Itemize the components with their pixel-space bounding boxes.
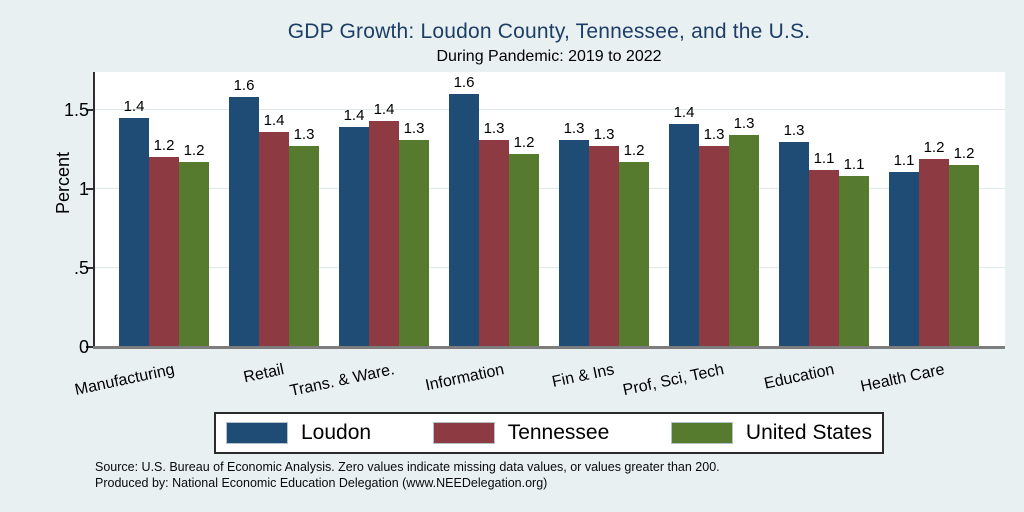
x-axis-label-fin-ins: Fin & Ins	[550, 361, 616, 391]
bar-united-states: 1.2	[509, 135, 539, 347]
legend-item-loudon: Loudon	[226, 421, 371, 445]
bar-loudon: 1.4	[119, 99, 149, 347]
bar-value-label: 1.3	[703, 126, 725, 144]
bar-united-states: 1.1	[839, 157, 869, 347]
y-axis-tick-label: 1	[78, 178, 89, 199]
x-axis-label-retail: Retail	[242, 361, 286, 387]
y-axis-tick-mark	[86, 108, 93, 111]
bar-united-states: 1.3	[399, 121, 429, 347]
loudon-color-swatch	[226, 422, 288, 444]
source-note: Source: U.S. Bureau of Economic Analysis…	[95, 459, 995, 491]
bar-value-label: 1.4	[123, 97, 145, 115]
bar-group: 1.3 1.1 1.1	[779, 72, 869, 347]
y-axis-tick-label: .5	[73, 257, 89, 278]
bar-tennessee: 1.1	[809, 151, 839, 347]
bar-group: 1.4 1.3 1.3	[669, 72, 759, 347]
bar-tennessee: 1.2	[919, 140, 949, 347]
bar-value-label: 1.1	[843, 156, 865, 174]
chart-title: GDP Growth: Loudon County, Tennessee, an…	[287, 20, 811, 43]
bar-value-label: 1.3	[293, 126, 315, 144]
bar-value-label: 1.1	[813, 150, 835, 167]
bar-group: 1.4 1.4 1.3	[339, 72, 429, 347]
bar-value-label: 1.3	[563, 119, 585, 137]
bar-value-label: 1.3	[483, 119, 505, 137]
y-axis-tick-mark	[86, 266, 93, 269]
x-axis-label-health-care: Health Care	[858, 361, 946, 396]
bar-value-label: 1.3	[593, 126, 615, 144]
bar-tennessee: 1.4	[259, 113, 289, 347]
gridline	[95, 267, 1005, 269]
bar-united-states: 1.3	[729, 116, 759, 347]
plot-area: 1.4 1.2 1.2 1.6 1.4 1.3 1.4 1.4 1.3 1.6 1.3 1.2 1.3 1…	[93, 72, 1005, 347]
bar-loudon: 1.3	[779, 123, 809, 347]
x-axis-label-prof-sci-tech: Prof, Sci, Tech	[621, 361, 726, 400]
y-axis-tick-mark	[86, 346, 93, 348]
bar-group: 1.3 1.3 1.2	[559, 72, 649, 347]
x-axis-label-education: Education	[762, 361, 836, 393]
bar-value-label: 1.4	[343, 107, 365, 125]
bar-group: 1.6 1.4 1.3	[229, 72, 319, 347]
bar-tennessee: 1.2	[149, 138, 179, 347]
bar-loudon: 1.6	[229, 78, 259, 347]
bar-united-states: 1.2	[179, 143, 209, 347]
united-states-color-swatch	[670, 422, 733, 444]
x-axis-labels: Manufacturing Retail Trans. & Ware. Informa…	[73, 347, 1005, 407]
bar-value-label: 1.4	[673, 104, 695, 122]
tennessee-color-swatch	[432, 422, 495, 444]
bar-value-label: 1.2	[153, 137, 175, 155]
chart-subtitle: During Pandemic: 2019 to 2022	[436, 48, 662, 65]
legend-box: Loudon Tennessee United States	[214, 412, 884, 454]
bar-united-states: 1.2	[949, 146, 979, 347]
bar-group: 1.4 1.2 1.2	[119, 72, 209, 347]
bar-loudon: 1.4	[669, 105, 699, 347]
gridline	[95, 109, 1005, 111]
bar-loudon: 1.3	[559, 121, 589, 347]
bar-tennessee: 1.3	[699, 127, 729, 347]
legend-label-loudon: Loudon	[301, 421, 372, 444]
bar-group: 1.6 1.3 1.2	[449, 72, 539, 347]
bar-value-label: 1.2	[513, 134, 535, 152]
bar-loudon: 1.1	[889, 153, 919, 347]
bar-value-label: 1.2	[923, 138, 945, 156]
x-axis-label-information: Information	[423, 361, 506, 395]
bar-value-label: 1.2	[183, 142, 205, 160]
bar-value-label: 1.3	[783, 121, 805, 139]
bar-value-label: 1.3	[733, 115, 755, 133]
bar-value-label: 1.3	[403, 119, 425, 137]
legend-label-united-states: United States	[745, 421, 872, 444]
bar-united-states: 1.3	[289, 127, 319, 347]
gridline	[95, 188, 1005, 190]
y-axis-tick-label: 0	[78, 337, 89, 357]
bar-tennessee: 1.3	[589, 127, 619, 347]
bar-value-label: 1.2	[953, 145, 975, 163]
bar-tennessee: 1.4	[369, 102, 399, 347]
bar-value-label: 1.4	[263, 112, 285, 130]
legend-item-tennessee: Tennessee	[432, 421, 610, 445]
legend-label-tennessee: Tennessee	[507, 421, 610, 444]
source-line-2: Produced by: National Economic Education…	[95, 476, 548, 490]
x-axis-label-manufacturing: Manufacturing	[72, 361, 176, 399]
y-axis-tick-label: 1.5	[63, 99, 89, 120]
bar-loudon: 1.6	[449, 75, 479, 347]
bar-group: 1.1 1.2 1.2	[889, 72, 979, 347]
bar-value-label: 1.4	[373, 101, 395, 118]
bar-united-states: 1.2	[619, 143, 649, 347]
bar-value-label: 1.6	[453, 74, 475, 92]
bar-value-label: 1.2	[623, 142, 645, 160]
legend-item-united-states: United States	[670, 421, 872, 445]
x-axis-line	[93, 346, 1005, 349]
y-axis-tick-mark	[86, 187, 93, 190]
bar-value-label: 1.1	[893, 151, 915, 169]
source-line-1: Source: U.S. Bureau of Economic Analysis…	[95, 460, 720, 474]
bar-tennessee: 1.3	[479, 121, 509, 347]
x-axis-label-trans-ware-: Trans. & Ware.	[288, 361, 396, 400]
bar-loudon: 1.4	[339, 108, 369, 347]
bar-value-label: 1.6	[233, 77, 255, 95]
